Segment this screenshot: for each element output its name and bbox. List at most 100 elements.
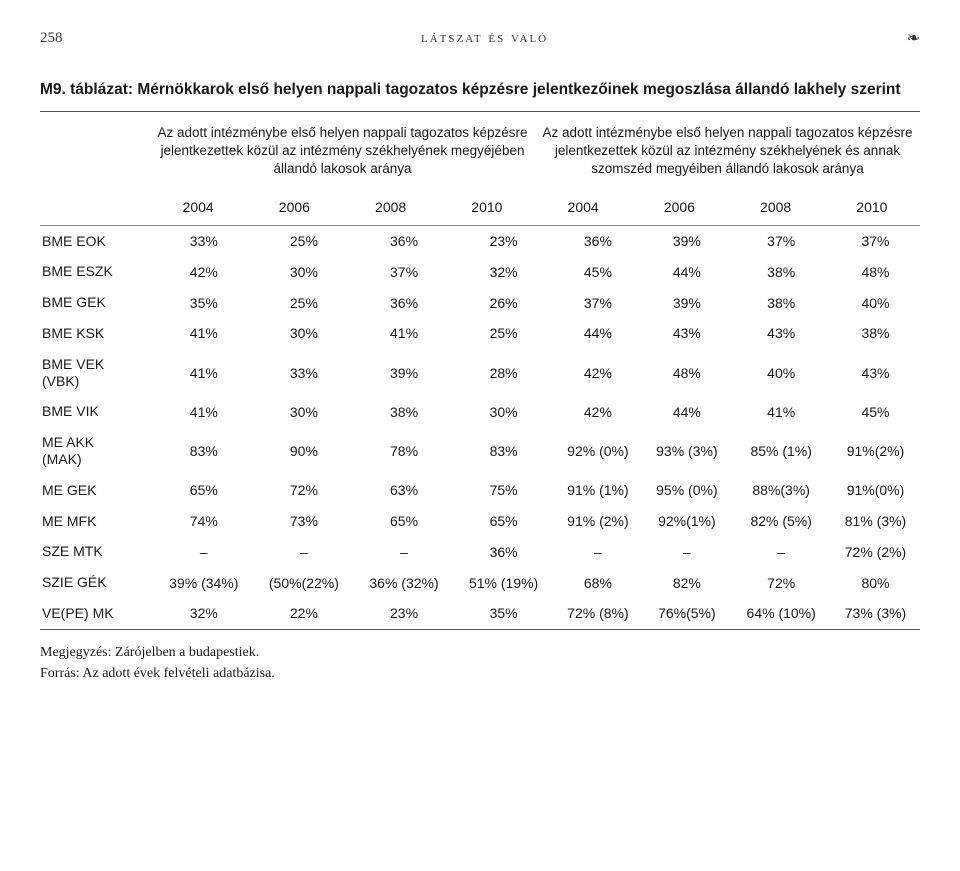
table-row: BME KSK41%30%41%25%44%43%43%38% <box>40 318 920 349</box>
data-cell: – <box>154 536 254 567</box>
data-cell: 82% (5%) <box>731 506 831 537</box>
data-cell: 48% <box>642 349 731 397</box>
data-cell: 91% (2%) <box>553 506 642 537</box>
data-cell: 23% <box>354 598 454 629</box>
data-cell: 40% <box>731 349 831 397</box>
row-label: VE(PE) MK <box>40 598 154 629</box>
year-header: 2010 <box>439 199 535 215</box>
year-header: 2010 <box>824 199 920 215</box>
data-cell: 28% <box>454 349 554 397</box>
data-cell: 23% <box>454 226 554 257</box>
data-cell: 38% <box>731 287 831 318</box>
data-cell: 83% <box>454 427 554 475</box>
title-text: Mérnökkarok első helyen nappali tagozato… <box>137 81 900 98</box>
table-notes: Megjegyzés: Zárójelben a budapestiek. Fo… <box>40 642 920 684</box>
table-row: BME VIK41%30%38%30%42%44%41%45% <box>40 396 920 427</box>
data-cell: 25% <box>254 287 355 318</box>
data-cell: 78% <box>354 427 454 475</box>
running-header: 258 látszat és való ❧ <box>40 28 920 48</box>
data-cell: 38% <box>831 318 920 349</box>
year-header: 2004 <box>535 199 631 215</box>
data-cell: 37% <box>553 287 642 318</box>
stub-spacer <box>40 124 150 179</box>
data-cell: 35% <box>454 598 554 629</box>
data-cell: 37% <box>731 226 831 257</box>
data-cell: 41% <box>354 318 454 349</box>
data-cell: 45% <box>831 396 920 427</box>
data-table: BME EOK33%25%36%23%36%39%37%37%BME ESZK4… <box>40 226 920 629</box>
row-label: SZE MTK <box>40 536 154 567</box>
data-cell: 85% (1%) <box>731 427 831 475</box>
running-title: látszat és való <box>421 30 548 47</box>
table-row: SZE MTK–––36%–––72% (2%) <box>40 536 920 567</box>
table-row: BME GEK35%25%36%26%37%39%38%40% <box>40 287 920 318</box>
data-cell: 39% <box>642 226 731 257</box>
row-label: BME KSK <box>40 318 154 349</box>
row-label: SZIE GÉK <box>40 567 154 598</box>
year-header-row: 20042006200820102004200620082010 <box>40 191 920 225</box>
year-header: 2004 <box>150 199 246 215</box>
table-row: ME MFK74%73%65%65%91% (2%)92%(1%)82% (5%… <box>40 506 920 537</box>
table-row: BME EOK33%25%36%23%36%39%37%37% <box>40 226 920 257</box>
data-cell: 45% <box>553 256 642 287</box>
data-cell: 33% <box>254 349 355 397</box>
data-cell: 92%(1%) <box>642 506 731 537</box>
data-cell: 43% <box>731 318 831 349</box>
table-row: BME VEK (VBK)41%33%39%28%42%48%40%43% <box>40 349 920 397</box>
data-cell: 41% <box>154 318 254 349</box>
data-cell: 25% <box>254 226 355 257</box>
data-cell: 30% <box>254 256 355 287</box>
data-cell: 48% <box>831 256 920 287</box>
col-group-left: Az adott intézménybe első helyen nappali… <box>150 124 535 179</box>
data-cell: 73% (3%) <box>831 598 920 629</box>
data-cell: 38% <box>354 396 454 427</box>
data-cell: 51% (19%) <box>454 567 554 598</box>
data-cell: 30% <box>254 318 355 349</box>
row-label: BME GEK <box>40 287 154 318</box>
data-cell: – <box>254 536 355 567</box>
data-cell: 91%(0%) <box>831 475 920 506</box>
table-row: ME GEK65%72%63%75%91% (1%)95% (0%)88%(3%… <box>40 475 920 506</box>
data-cell: 44% <box>553 318 642 349</box>
table-title: M9. táblázat: Mérnökkarok első helyen na… <box>40 80 920 101</box>
data-cell: 65% <box>154 475 254 506</box>
data-cell: 64% (10%) <box>731 598 831 629</box>
col-group-right: Az adott intézménybe első helyen nappali… <box>535 124 920 179</box>
table-row: BME ESZK42%30%37%32%45%44%38%48% <box>40 256 920 287</box>
data-cell: 36% (32%) <box>354 567 454 598</box>
data-cell: 65% <box>454 506 554 537</box>
row-label: BME EOK <box>40 226 154 257</box>
row-label: BME VEK (VBK) <box>40 349 154 397</box>
data-cell: 92% (0%) <box>553 427 642 475</box>
data-cell: 22% <box>254 598 355 629</box>
data-cell: 42% <box>553 396 642 427</box>
data-cell: 30% <box>454 396 554 427</box>
row-label: ME MFK <box>40 506 154 537</box>
data-cell: 30% <box>254 396 355 427</box>
data-cell: 36% <box>553 226 642 257</box>
data-cell: 73% <box>254 506 355 537</box>
note-line: Megjegyzés: Zárójelben a budapestiek. <box>40 642 920 663</box>
data-cell: 76%(5%) <box>642 598 731 629</box>
data-cell: 65% <box>354 506 454 537</box>
data-cell: 33% <box>154 226 254 257</box>
data-cell: 91%(2%) <box>831 427 920 475</box>
data-cell: 72% (2%) <box>831 536 920 567</box>
title-prefix: M9. táblázat: <box>40 81 137 98</box>
data-cell: 35% <box>154 287 254 318</box>
data-cell: 75% <box>454 475 554 506</box>
data-cell: 38% <box>731 256 831 287</box>
table-row: ME AKK (MAK)83%90%78%83%92% (0%)93% (3%)… <box>40 427 920 475</box>
data-cell: 36% <box>454 536 554 567</box>
data-cell: 32% <box>154 598 254 629</box>
data-cell: 68% <box>553 567 642 598</box>
table-row: VE(PE) MK32%22%23%35%72% (8%)76%(5%)64% … <box>40 598 920 629</box>
data-cell: 88%(3%) <box>731 475 831 506</box>
column-group-headers: Az adott intézménybe első helyen nappali… <box>40 112 920 191</box>
data-cell: 63% <box>354 475 454 506</box>
row-label: BME ESZK <box>40 256 154 287</box>
data-cell: 41% <box>154 396 254 427</box>
ornament-icon: ❧ <box>907 28 920 48</box>
note-line: Forrás: Az adott évek felvételi adatbázi… <box>40 663 920 684</box>
data-cell: 80% <box>831 567 920 598</box>
